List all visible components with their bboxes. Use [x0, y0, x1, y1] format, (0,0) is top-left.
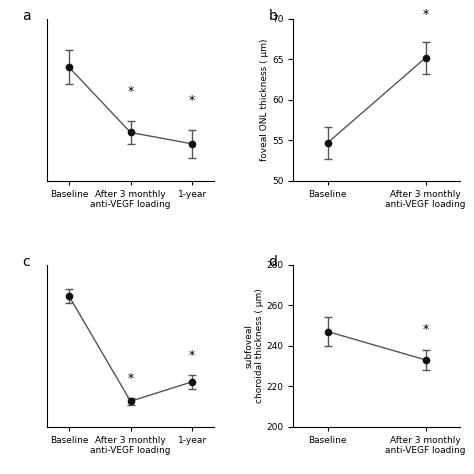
Y-axis label: foveal ONL thickness ( μm): foveal ONL thickness ( μm): [261, 38, 270, 161]
Text: *: *: [128, 372, 134, 385]
Text: a: a: [22, 9, 31, 23]
Text: *: *: [189, 349, 195, 362]
Text: c: c: [22, 255, 30, 269]
Text: *: *: [128, 85, 134, 99]
Text: *: *: [422, 9, 428, 21]
Text: d: d: [269, 255, 277, 269]
Text: *: *: [189, 94, 195, 107]
Y-axis label: subfoveal
choroidal thickness ( μm): subfoveal choroidal thickness ( μm): [245, 288, 264, 403]
Text: b: b: [269, 9, 277, 23]
Text: *: *: [422, 323, 428, 336]
